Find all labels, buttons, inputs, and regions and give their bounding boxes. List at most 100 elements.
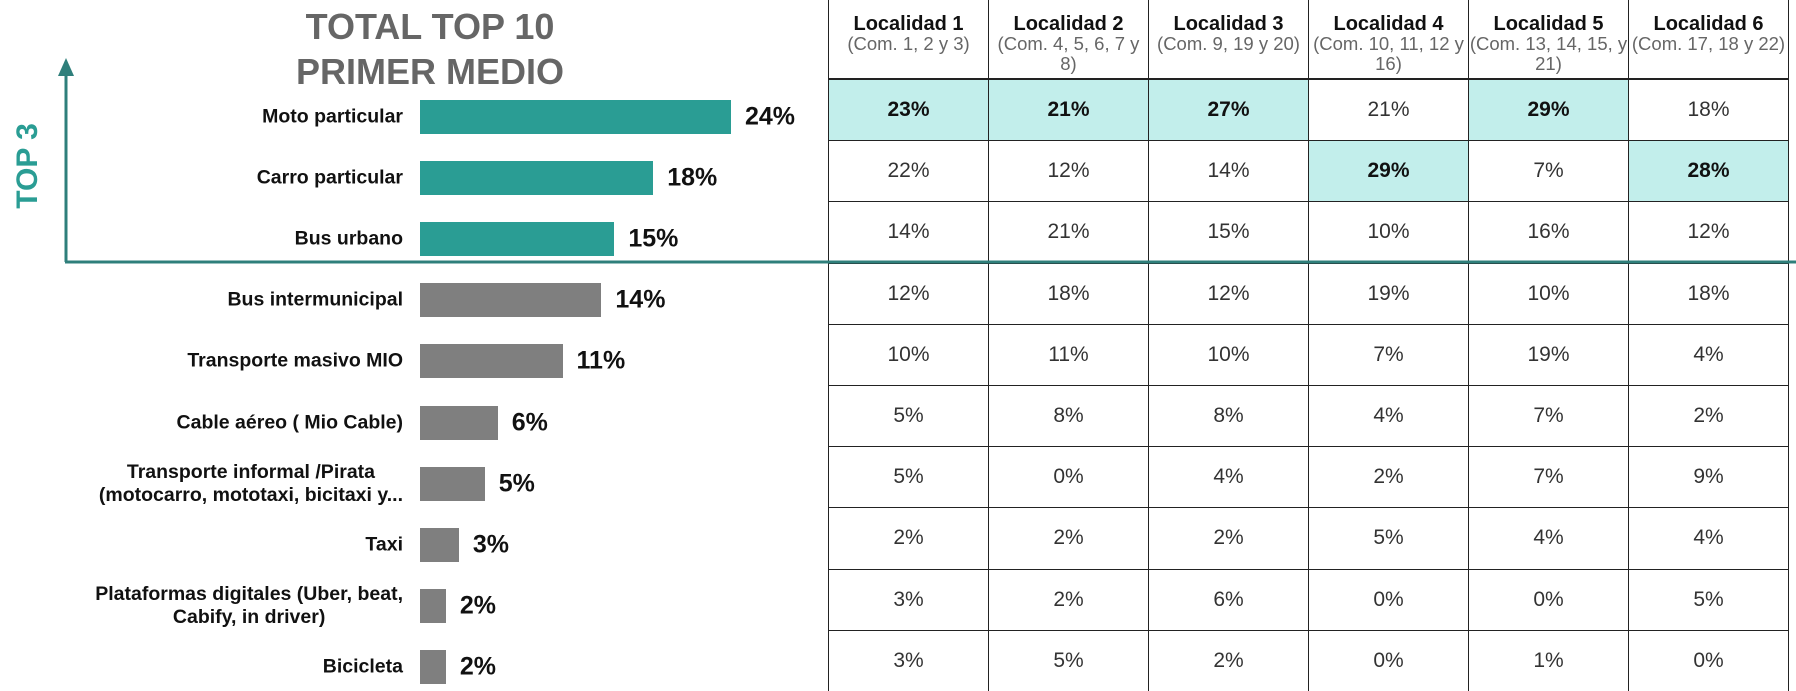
table-cell: 4% [1308,385,1469,448]
bar [420,160,654,195]
column-sub: (Com. 4, 5, 6, 7 y 8) [997,33,1140,74]
table-cell: 18% [1628,262,1789,325]
bar [420,99,731,134]
table-cell: 22% [828,140,989,203]
table-cell: 4% [1628,507,1789,570]
value-label: 2% [459,652,497,681]
annotation: TOP 3 [11,123,44,209]
value-label: 14% [615,285,666,314]
table-cell: 0% [1628,629,1789,691]
column-sub: (Com. 13, 14, 15, y 21) [1469,33,1628,74]
table-cell: 2% [988,507,1149,570]
category-label: Transporte informal /Pirata (motocarro, … [98,460,403,506]
table-cell: 5% [988,629,1149,691]
table-cell: 15% [1148,201,1309,264]
bar [420,222,615,256]
value-label: 15% [628,224,679,253]
value-label: 6% [511,408,548,437]
table-cell: 12% [1148,262,1309,325]
table-cell: 4% [1148,446,1309,509]
bar [420,405,498,440]
table-cell: 0% [988,446,1149,509]
table-cell: 16% [1468,201,1629,264]
chart-title: TOTAL TOP 10 PRIMER MEDIO [295,6,564,92]
table-cell: 2% [1148,629,1309,691]
table-cell: 3% [828,629,989,691]
table-cell: 12% [988,140,1149,203]
table-cell: 5% [828,385,989,448]
table-cell: 12% [828,262,989,325]
table-cell: 5% [828,446,989,509]
table-cell: 12% [1628,201,1789,264]
table-cell: 5% [1308,507,1469,570]
category-label: Carro particular [256,166,403,189]
bar [420,528,459,562]
bar [420,466,485,501]
column-sub: (Com. 10, 11, 12 y 16) [1313,33,1464,74]
table-cell: 3% [828,568,989,631]
table-cell: 27% [1148,79,1309,142]
table-cell: 23% [828,79,989,142]
table-cell: 9% [1628,446,1789,509]
value-label: 11% [576,346,626,375]
column-name: Localidad 4 [1333,13,1444,35]
table-cell: 2% [1308,446,1469,509]
table-cell: 14% [828,201,989,264]
category-label: Transporte masivo MIO [187,349,403,372]
bar [420,344,563,379]
table-cell: 10% [1468,262,1629,325]
bar [420,283,602,318]
table-header: Localidad 5 (Com. 13, 14, 15, y 21) [1468,0,1629,79]
table-header: Localidad 1 (Com. 1, 2 y 3) [828,0,989,79]
table-header: Localidad 3 (Com. 9, 19 y 20) [1148,0,1309,79]
table-cell: 5% [1628,568,1789,631]
value-label: 18% [667,163,718,192]
table-cell: 2% [1628,385,1789,448]
table-cell: 11% [988,323,1149,386]
value-label: 24% [745,102,796,131]
value-label: 2% [459,591,497,620]
table-cell: 7% [1468,385,1629,448]
column-name: Localidad 3 [1173,13,1284,35]
column-name: Localidad 2 [1013,13,1124,35]
table-cell: 10% [1148,323,1309,386]
table-cell: 7% [1308,323,1469,386]
column-sub: (Com. 9, 19 y 20) [1157,33,1300,54]
category-label: Plataformas digitales (Uber, beat, Cabif… [95,583,403,629]
column-sub: (Com. 17, 18 y 22) [1631,33,1786,54]
category-label: Bus urbano [294,227,403,250]
table-cell: 4% [1628,323,1789,386]
table-cell: 6% [1148,568,1309,631]
table-cell: 0% [1308,629,1469,691]
table-cell: 29% [1308,140,1469,203]
table-cell: 1% [1468,629,1629,691]
table-cell: 19% [1308,262,1469,325]
table-cell: 21% [988,79,1149,142]
table-cell: 7% [1468,446,1629,509]
category-label: Taxi [365,533,403,556]
table-cell: 8% [1148,385,1309,448]
column-name: Localidad 1 [853,13,964,35]
category-label: Cable aéreo ( Mio Cable) [176,411,403,434]
bar [420,589,446,624]
table-header: Localidad 6 (Com. 17, 18 y 22) [1628,0,1789,79]
table-cell: 18% [988,262,1149,325]
table-cell: 19% [1468,323,1629,386]
table-cell: 4% [1468,507,1629,570]
table-cell: 0% [1468,568,1629,631]
table-cell: 21% [1308,79,1469,142]
category-label: Bus intermunicipal [227,288,403,311]
table-header: Localidad 4 (Com. 10, 11, 12 y 16) [1308,0,1469,79]
table-cell: 28% [1628,140,1789,203]
table-cell: 2% [988,568,1149,631]
table-cell: 21% [988,201,1149,264]
column-sub: (Com. 1, 2 y 3) [847,33,970,54]
value-label: 5% [498,469,535,498]
table-cell: 8% [988,385,1149,448]
table-cell: 18% [1628,79,1789,142]
table-cell: 7% [1468,140,1629,203]
table-cell: 2% [1148,507,1309,570]
arrow-head [58,58,74,76]
value-label: 3% [472,530,510,559]
